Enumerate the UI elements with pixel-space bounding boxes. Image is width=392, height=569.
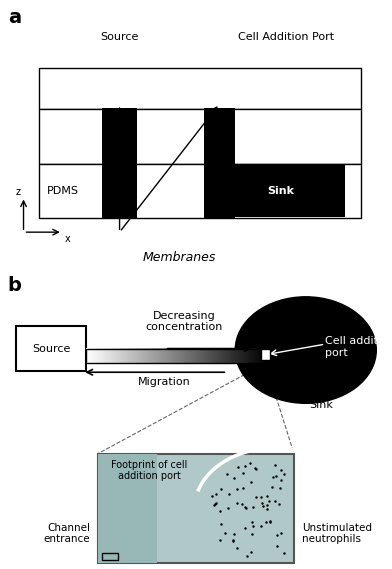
Text: Footprint of cell
addition port: Footprint of cell addition port [111,460,187,481]
Bar [122,96,135,108]
Bar [98,453,294,563]
Text: Migration: Migration [138,377,191,387]
Bar [204,108,235,218]
Text: Sink: Sink [267,186,294,196]
Bar [39,164,361,218]
Text: Unstimulated
neutrophils: Unstimulated neutrophils [302,523,372,545]
Text: Source: Source [100,32,139,42]
Polygon shape [98,453,157,563]
Circle shape [235,297,376,403]
Bar [223,96,234,108]
Text: Decreasing
concentration: Decreasing concentration [145,311,223,332]
Bar [261,349,270,360]
Text: Membranes: Membranes [143,251,216,264]
Text: PDMS: PDMS [47,186,79,196]
Bar [206,96,217,108]
Text: a: a [8,8,21,27]
Bar [102,108,137,218]
Bar [104,96,118,108]
Text: Sink: Sink [310,401,333,410]
Bar [39,109,361,164]
Text: x: x [65,233,71,244]
Bar [102,552,118,560]
Bar [39,68,361,109]
Text: Source: Source [32,344,70,353]
Bar [216,165,345,217]
Text: Cell Addition Port: Cell Addition Port [238,32,334,42]
Text: Cell addition
port: Cell addition port [325,336,392,358]
Bar [16,327,86,371]
Bar [86,349,267,364]
Text: z: z [15,187,20,197]
Text: b: b [8,276,22,295]
Text: Channel
entrance: Channel entrance [44,523,90,545]
